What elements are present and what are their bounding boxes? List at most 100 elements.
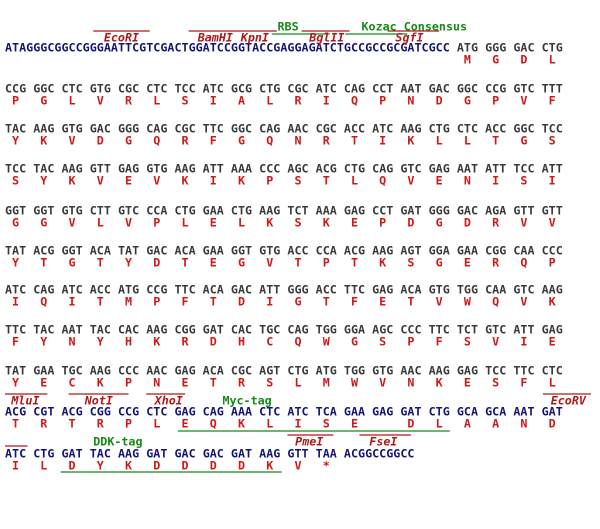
amino-acid: Y [125, 256, 132, 270]
feature-label: EcoRV [551, 394, 587, 408]
feature-label: KpnI [240, 31, 269, 45]
amino-acid: K [153, 335, 160, 349]
amino-acid: I [520, 335, 527, 349]
amino-acid: D [407, 216, 414, 230]
amino-acid: D [520, 53, 527, 67]
amino-acid: L [153, 417, 160, 431]
amino-acid: S [323, 417, 330, 431]
amino-acid: W [323, 335, 331, 349]
amino-acid: F [520, 376, 527, 390]
amino-acid: I [323, 94, 330, 108]
amino-acid: P [379, 94, 386, 108]
amino-acid: E [40, 376, 47, 390]
amino-acid: T [351, 256, 358, 270]
amino-acid: G [69, 256, 76, 270]
amino-acid: Q [40, 295, 47, 309]
amino-acid: D [436, 94, 443, 108]
amino-acid: I [294, 417, 301, 431]
amino-acid: H [238, 335, 245, 349]
amino-acid: S [182, 94, 189, 108]
dna-codons: TAT GAA TGC AAG CCC AAC GAG ACA CGC AGT … [5, 364, 563, 378]
amino-acid: Y [12, 256, 19, 270]
amino-acid: P [12, 94, 19, 108]
feature-label: BglII [308, 31, 344, 45]
amino-acid: T [182, 256, 189, 270]
amino-acid: D [549, 417, 556, 431]
amino-acid: T [351, 134, 358, 148]
amino-acid: K [182, 174, 189, 188]
amino-acid: L [238, 216, 245, 230]
amino-acid: V [97, 174, 104, 188]
amino-acid: A [492, 417, 499, 431]
amino-acid: R [492, 216, 500, 230]
amino-acid: T [492, 134, 499, 148]
amino-acid: L [266, 417, 273, 431]
amino-acid: Q [351, 94, 358, 108]
amino-acid: G [40, 216, 47, 230]
amino-acid: Q [492, 295, 499, 309]
feature-label: DDK-tag [93, 435, 142, 449]
amino-acid: T [40, 256, 47, 270]
amino-acid: L [266, 94, 273, 108]
amino-acid: W [464, 295, 472, 309]
amino-acid: D [210, 335, 217, 349]
amino-acid: M [464, 53, 471, 67]
dna-codons: CCG GGC CTC GTG CGC CTC TCC ATC GCG CTG … [5, 82, 563, 96]
amino-acid: S [492, 376, 499, 390]
amino-acid: E [351, 417, 358, 431]
amino-acid: E [182, 376, 189, 390]
feature-label: NotI [84, 394, 113, 408]
amino-acid: G [40, 94, 47, 108]
amino-acid: P [153, 295, 160, 309]
amino-acid: L [549, 376, 556, 390]
amino-acid: V [379, 376, 386, 390]
amino-acid: E [210, 216, 217, 230]
amino-acid: D [153, 459, 160, 473]
amino-acid: P [323, 256, 330, 270]
amino-acid: T [294, 256, 301, 270]
amino-acid: D [238, 295, 245, 309]
amino-acid: G [294, 295, 301, 309]
dna-codons: ATC CTG GAT TAC AAG GAT GAC GAC GAT AAG … [5, 447, 337, 461]
amino-acid: S [407, 256, 414, 270]
amino-acid: L [97, 216, 104, 230]
amino-acid: T [97, 256, 104, 270]
dna-trailer: ACGGCCGGCC [344, 447, 415, 461]
amino-acid: K [266, 216, 273, 230]
amino-acid: V [153, 174, 160, 188]
amino-acid: V [69, 216, 76, 230]
amino-acid: D [464, 216, 471, 230]
amino-acid: K [40, 134, 47, 148]
amino-acid: R [323, 134, 331, 148]
amino-acid: D [153, 256, 160, 270]
amino-acid: K [238, 174, 245, 188]
amino-acid: K [238, 417, 245, 431]
amino-acid: R [182, 335, 190, 349]
amino-acid: S [379, 335, 386, 349]
amino-acid: L [549, 53, 556, 67]
amino-acid: E [464, 376, 471, 390]
feature-label: FseI [369, 435, 397, 449]
amino-acid: W [351, 376, 359, 390]
amino-acid: I [210, 174, 217, 188]
amino-acid: R [40, 417, 48, 431]
amino-acid: K [549, 295, 556, 309]
amino-acid: * [323, 459, 330, 473]
amino-acid: N [464, 174, 471, 188]
amino-acid: P [125, 376, 132, 390]
dna-codons: GGT GGT GTG CTT GTC CCA CTG GAA CTG AAG … [5, 204, 563, 218]
amino-acid: T [323, 295, 330, 309]
amino-acid: V [97, 94, 104, 108]
amino-acid: K [125, 459, 132, 473]
amino-acid: Q [266, 134, 273, 148]
amino-acid: E [464, 256, 471, 270]
dna-codons: TAT ACG GGT ACA TAT GAC ACA GAA GGT GTG … [5, 244, 563, 258]
amino-acid: Y [40, 174, 47, 188]
amino-acid: S [294, 216, 301, 230]
feature-label: PmeI [295, 435, 323, 449]
amino-acid: G [238, 134, 245, 148]
amino-acid: F [182, 295, 189, 309]
amino-acid: L [436, 417, 443, 431]
